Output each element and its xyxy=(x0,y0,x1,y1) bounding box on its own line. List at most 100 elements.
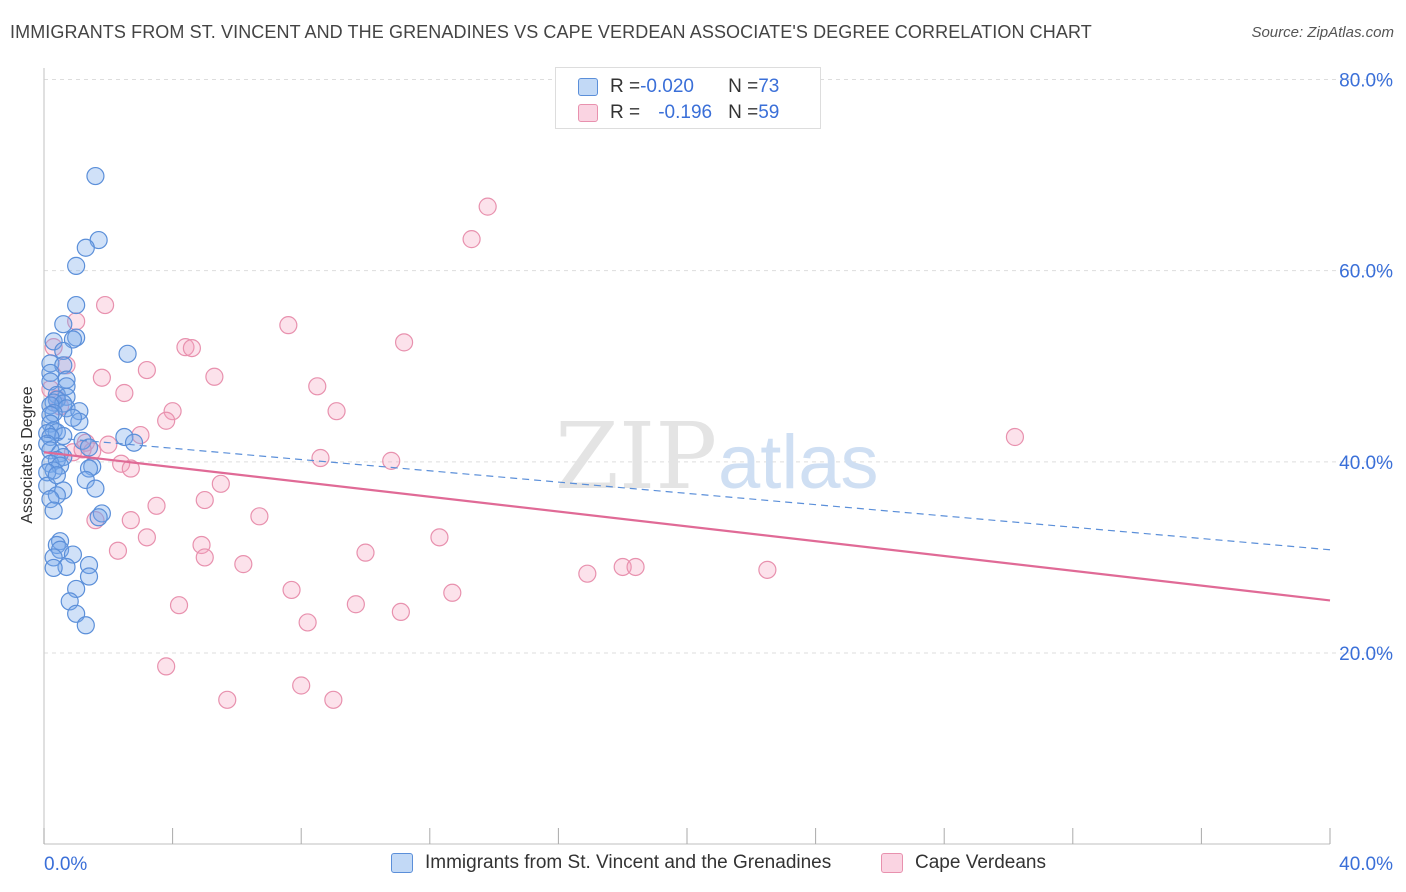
data-point-cape-verdeans xyxy=(195,490,214,510)
data-point-cape-verdeans xyxy=(218,690,237,709)
trend-line-cape-verdeans xyxy=(43,451,1331,602)
watermark-atlas: atlas xyxy=(718,420,879,505)
data-point-st-vincent xyxy=(44,548,63,567)
data-point-st-vincent xyxy=(124,433,144,452)
data-point-st-vincent xyxy=(67,328,86,347)
data-point-cape-verdeans xyxy=(211,474,230,493)
data-point-cape-verdeans xyxy=(391,602,410,621)
data-point-st-vincent xyxy=(44,332,63,351)
data-point-cape-verdeans xyxy=(298,613,317,632)
data-point-st-vincent xyxy=(54,426,73,446)
data-point-cape-verdeans xyxy=(382,451,401,470)
data-point-st-vincent xyxy=(70,402,89,421)
data-point-cape-verdeans xyxy=(147,496,166,515)
series-st-vincent xyxy=(38,166,144,635)
data-point-st-vincent xyxy=(79,438,99,457)
legend-row-blue: R = -0.020 N = 73 xyxy=(578,75,779,99)
legend-swatch-blue xyxy=(391,853,413,873)
legend-item-cape-verdeans: Cape Verdeans xyxy=(881,852,1046,874)
source-text: Source: ZipAtlas.com xyxy=(1251,24,1394,41)
data-point-cape-verdeans xyxy=(282,580,301,600)
data-point-st-vincent xyxy=(79,459,99,478)
data-point-st-vincent xyxy=(44,501,63,520)
data-point-cape-verdeans xyxy=(394,333,414,352)
data-point-cape-verdeans xyxy=(1005,427,1025,447)
x-tick-label: 0.0% xyxy=(44,854,87,875)
trend-lines xyxy=(43,436,1331,602)
data-point-cape-verdeans xyxy=(626,557,645,577)
x-tick-label: 40.0% xyxy=(1339,854,1393,875)
data-point-cape-verdeans xyxy=(311,448,330,468)
data-point-st-vincent xyxy=(118,344,137,363)
data-point-cape-verdeans xyxy=(758,560,777,579)
chart-title: IMMIGRANTS FROM ST. VINCENT AND THE GREN… xyxy=(10,22,1092,42)
data-point-cape-verdeans xyxy=(430,528,449,547)
legend-swatch-pink xyxy=(578,104,598,122)
data-point-st-vincent xyxy=(115,427,134,447)
series-cape-verdeans xyxy=(41,197,1025,709)
data-point-cape-verdeans xyxy=(157,411,176,430)
data-point-st-vincent xyxy=(63,408,83,427)
data-point-cape-verdeans xyxy=(205,367,224,386)
data-point-cape-verdeans xyxy=(137,360,156,380)
data-point-cape-verdeans xyxy=(121,459,140,478)
data-point-cape-verdeans xyxy=(578,564,597,583)
legend-label-cape-verdeans: Cape Verdeans xyxy=(915,852,1046,873)
data-point-cape-verdeans xyxy=(108,541,128,560)
legend-row-pink: R = -0.196 N = 59 xyxy=(578,101,779,125)
tick-labels: 20.0% 40.0% 60.0% 80.0% 0.0% 40.0% xyxy=(44,71,1393,876)
watermark-zip: ZIP xyxy=(555,403,717,510)
data-point-st-vincent xyxy=(86,166,105,186)
legend-label-st-vincent: Immigrants from St. Vincent and the Gren… xyxy=(425,852,832,873)
data-point-cape-verdeans xyxy=(121,511,140,530)
data-point-cape-verdeans xyxy=(176,338,195,357)
watermark: ZIP atlas xyxy=(555,403,879,510)
data-point-st-vincent xyxy=(67,295,86,315)
data-point-cape-verdeans xyxy=(613,557,632,577)
data-point-cape-verdeans xyxy=(308,377,327,396)
data-point-st-vincent xyxy=(76,238,95,257)
y-tick-label: 40.0% xyxy=(1339,453,1393,474)
data-point-cape-verdeans xyxy=(115,383,134,403)
data-point-cape-verdeans xyxy=(462,230,481,249)
data-point-cape-verdeans xyxy=(279,316,298,335)
data-point-st-vincent xyxy=(54,315,73,334)
data-point-cape-verdeans xyxy=(327,402,346,421)
data-point-cape-verdeans xyxy=(169,596,189,615)
data-point-cape-verdeans xyxy=(157,657,176,676)
data-point-cape-verdeans xyxy=(95,295,115,315)
legend-r-label: R = xyxy=(610,76,641,97)
data-point-st-vincent xyxy=(44,558,63,578)
legend-n-label: N = xyxy=(728,102,759,123)
data-point-cape-verdeans xyxy=(137,528,156,547)
series-legend: Immigrants from St. Vincent and the Gren… xyxy=(0,852,1406,878)
data-point-cape-verdeans xyxy=(324,690,343,709)
data-point-cape-verdeans xyxy=(182,338,201,358)
data-point-cape-verdeans xyxy=(356,543,375,562)
legend-r-value: -0.196 xyxy=(658,102,713,123)
data-point-cape-verdeans xyxy=(443,583,462,602)
legend-swatch-blue xyxy=(578,78,598,96)
data-point-cape-verdeans xyxy=(112,454,131,473)
data-point-cape-verdeans xyxy=(250,507,269,526)
legend-n-value: 59 xyxy=(758,102,780,123)
data-point-cape-verdeans xyxy=(478,197,497,216)
legend-n-label: N = xyxy=(728,76,759,97)
y-tick-label: 80.0% xyxy=(1339,71,1393,92)
data-point-st-vincent xyxy=(86,479,105,498)
data-point-st-vincent xyxy=(54,341,73,361)
y-tick-label: 60.0% xyxy=(1339,262,1393,283)
legend-r-value: -0.020 xyxy=(640,76,694,97)
data-point-st-vincent xyxy=(79,567,99,586)
legend-item-st-vincent: Immigrants from St. Vincent and the Gren… xyxy=(391,852,831,874)
data-point-cape-verdeans xyxy=(163,402,182,421)
correlation-legend: R = -0.020 N = 73 R = -0.196 N = 59 xyxy=(555,67,821,129)
data-point-st-vincent xyxy=(41,490,60,509)
y-tick-label: 20.0% xyxy=(1339,644,1393,665)
data-point-cape-verdeans xyxy=(234,555,253,574)
data-point-cape-verdeans xyxy=(86,511,105,530)
data-point-st-vincent xyxy=(47,466,66,485)
data-point-st-vincent xyxy=(57,557,76,577)
data-point-st-vincent xyxy=(76,616,95,635)
